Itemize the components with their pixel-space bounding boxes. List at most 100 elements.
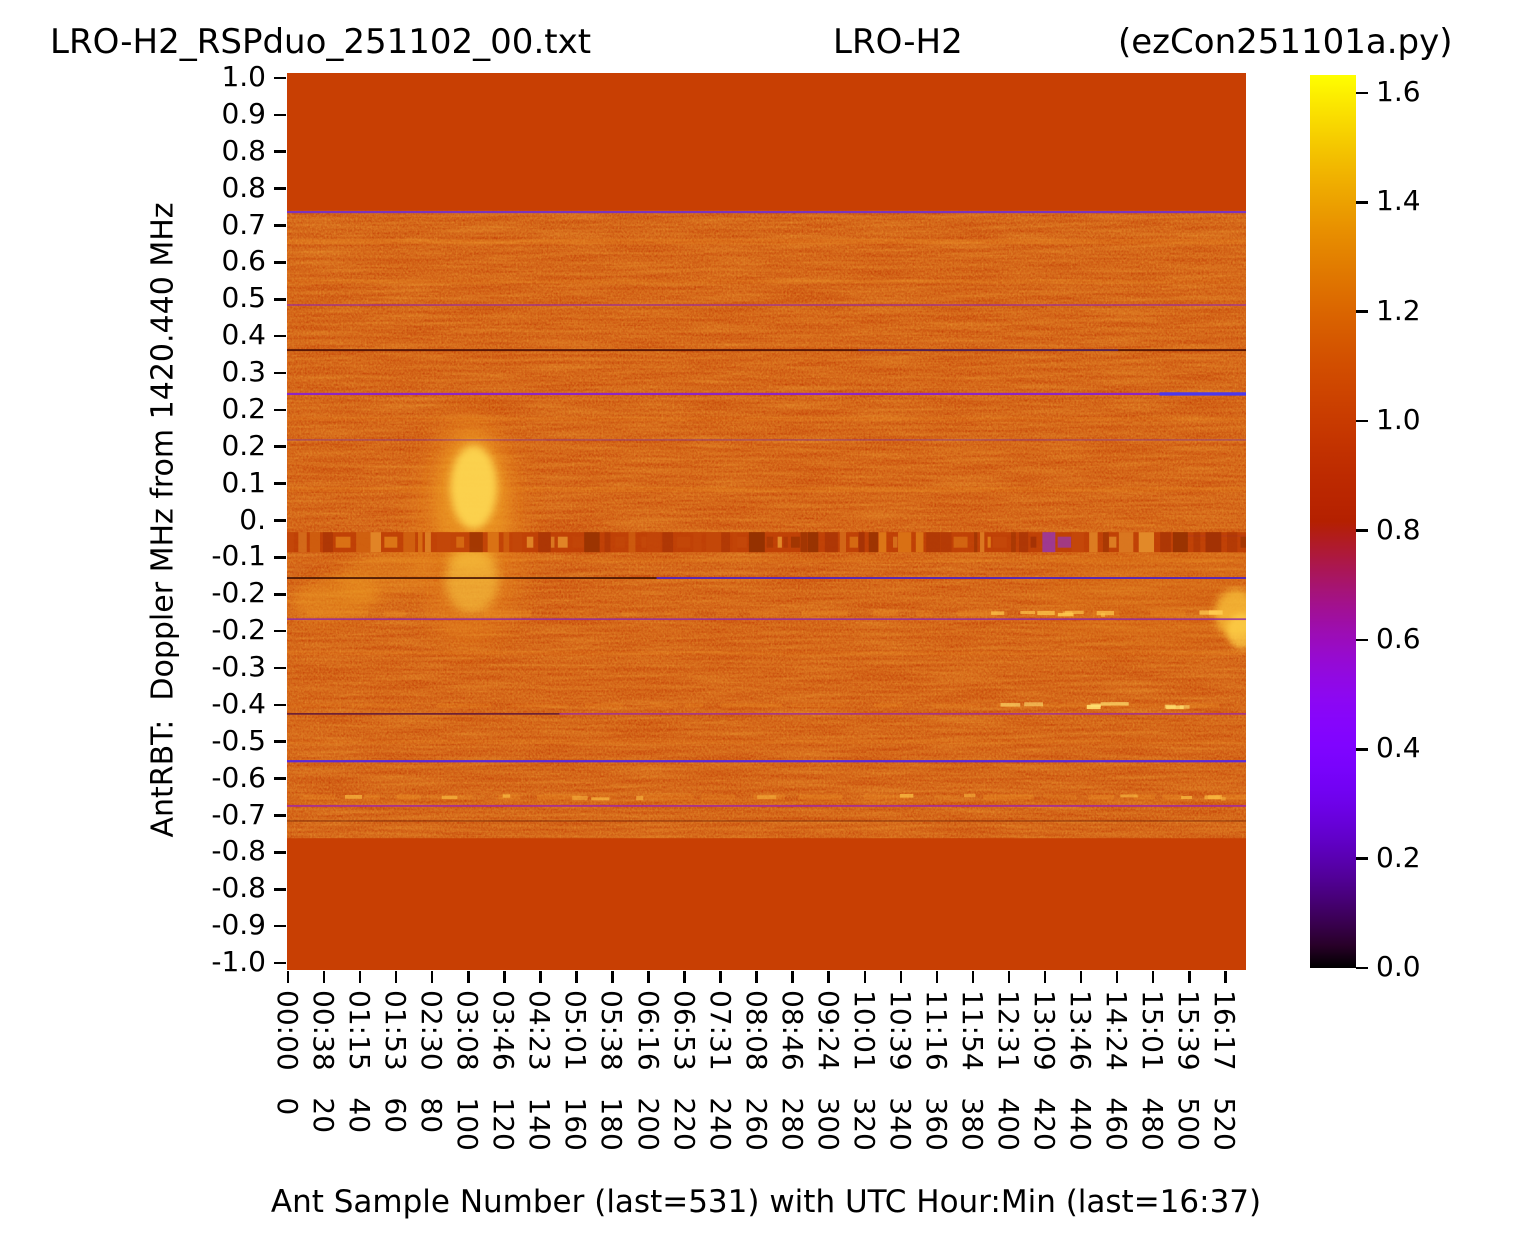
bright-band <box>287 416 1246 421</box>
bright-band-dash <box>650 703 679 708</box>
y-tick-label: -0.9 <box>211 908 266 942</box>
bright-band-dash <box>1186 703 1219 708</box>
barcode-dash <box>403 532 416 553</box>
barcode-dash <box>628 532 636 553</box>
bright-band-dash <box>509 703 569 708</box>
barcode-dash <box>1109 536 1117 548</box>
x-tick-label: 01:53 60 <box>379 990 413 1134</box>
bright-band-dash <box>350 703 412 708</box>
y-tick-mark <box>274 445 286 449</box>
colorbar <box>1310 75 1356 968</box>
y-axis-label: AntRBT: Doppler MHz from 1420.440 MHz <box>145 202 181 838</box>
x-tick-label: 15:01 480 <box>1136 990 1170 1151</box>
rfi-line <box>287 713 560 715</box>
y-tick-label: -0.7 <box>211 797 266 831</box>
barcode-dash <box>791 536 800 548</box>
barcode-dash <box>526 536 534 548</box>
barcode-dash <box>783 536 788 548</box>
barcode-dash <box>878 532 887 553</box>
bright-band-dash <box>384 610 406 617</box>
x-tick-mark <box>1115 971 1119 983</box>
barcode-dash <box>732 532 737 553</box>
bright-band-dash <box>665 610 695 617</box>
bright-band-dash <box>1162 794 1184 800</box>
bright-band-dash <box>931 703 980 708</box>
x-tick-mark <box>1224 971 1227 983</box>
sparkle-dash <box>1057 613 1074 617</box>
y-tick-label: 0.6 <box>221 244 266 278</box>
sparkle-dash <box>636 795 644 801</box>
bright-band-dash <box>684 703 704 708</box>
barcode-dash <box>418 532 423 553</box>
barcode-dash <box>1102 532 1109 553</box>
colorbar-tick-mark <box>1356 419 1368 423</box>
rfi-line <box>287 210 1246 214</box>
x-tick-label: 03:08 100 <box>451 990 485 1151</box>
sparkle-dash <box>1096 610 1115 616</box>
y-tick-mark <box>274 740 286 744</box>
barcode-dash <box>1240 536 1246 548</box>
x-tick-label: 10:39 340 <box>883 990 917 1151</box>
y-tick-label: 0.1 <box>221 465 266 499</box>
barcode-dash <box>766 536 774 548</box>
x-tick-label: 05:38 180 <box>595 990 629 1151</box>
x-tick-mark <box>683 971 686 983</box>
barcode-dash <box>662 532 674 553</box>
y-tick-label: 0.2 <box>221 428 266 462</box>
x-tick-label: 00:38 20 <box>307 990 341 1134</box>
rfi-line <box>1159 392 1246 396</box>
y-tick-label: -0.4 <box>211 686 266 720</box>
barcode-dash <box>456 536 465 548</box>
barcode-dash <box>287 532 294 553</box>
barcode-dash <box>584 532 600 553</box>
y-tick-label: 0.5 <box>221 281 266 315</box>
barcode-dash <box>1172 532 1188 553</box>
bright-band-dash <box>622 610 637 617</box>
y-tick-mark <box>274 297 286 301</box>
barcode-dash <box>868 532 878 553</box>
y-tick-mark <box>274 666 286 670</box>
barcode-dash <box>1019 532 1029 553</box>
barcode-dash <box>424 532 431 553</box>
x-tick-mark <box>503 971 506 983</box>
y-tick-label: -0.3 <box>211 650 266 683</box>
barcode-dash <box>370 532 382 553</box>
colorbar-tick-mark <box>1356 91 1368 95</box>
sparkle-dash <box>1199 610 1218 615</box>
bright-band-dash <box>915 610 933 617</box>
bright-band-dash <box>934 794 958 800</box>
barcode-dash <box>1042 532 1056 553</box>
y-tick-mark <box>274 887 286 891</box>
barcode-dash <box>1160 532 1171 553</box>
x-tick-label: 00:00 0 <box>271 990 304 1116</box>
barcode-dash <box>1030 536 1037 548</box>
bright-band <box>287 279 1246 284</box>
rfi-line <box>287 820 1246 822</box>
bright-band-dash <box>801 610 849 617</box>
bright-band-dash <box>872 610 899 617</box>
x-tick-mark <box>539 971 542 983</box>
barcode-dash <box>538 532 551 553</box>
rfi-line <box>287 304 1246 306</box>
barcode-dash <box>503 532 510 553</box>
sparkle-dash <box>344 794 362 799</box>
sparkle-dash <box>964 793 976 798</box>
barcode-dash <box>604 532 611 553</box>
barcode-dash <box>941 532 952 553</box>
barcode-dash <box>706 532 722 553</box>
y-tick-label: -0.5 <box>211 723 266 757</box>
x-tick-mark <box>935 971 939 983</box>
y-tick-mark <box>274 777 286 780</box>
y-tick-mark <box>274 224 286 227</box>
y-tick-mark <box>274 556 286 559</box>
sparkle-dash <box>1181 795 1193 800</box>
sparkle-dash <box>1000 703 1021 707</box>
bright-band-dash <box>640 794 694 800</box>
y-tick-mark <box>274 814 286 817</box>
bright-blob <box>337 547 437 601</box>
x-tick-mark <box>791 971 794 983</box>
colorbar-tick-label: 0.8 <box>1376 512 1421 546</box>
colorbar-tick-mark <box>1356 529 1368 532</box>
x-tick-label: 06:16 200 <box>631 990 665 1151</box>
bright-band-dash <box>798 794 843 800</box>
